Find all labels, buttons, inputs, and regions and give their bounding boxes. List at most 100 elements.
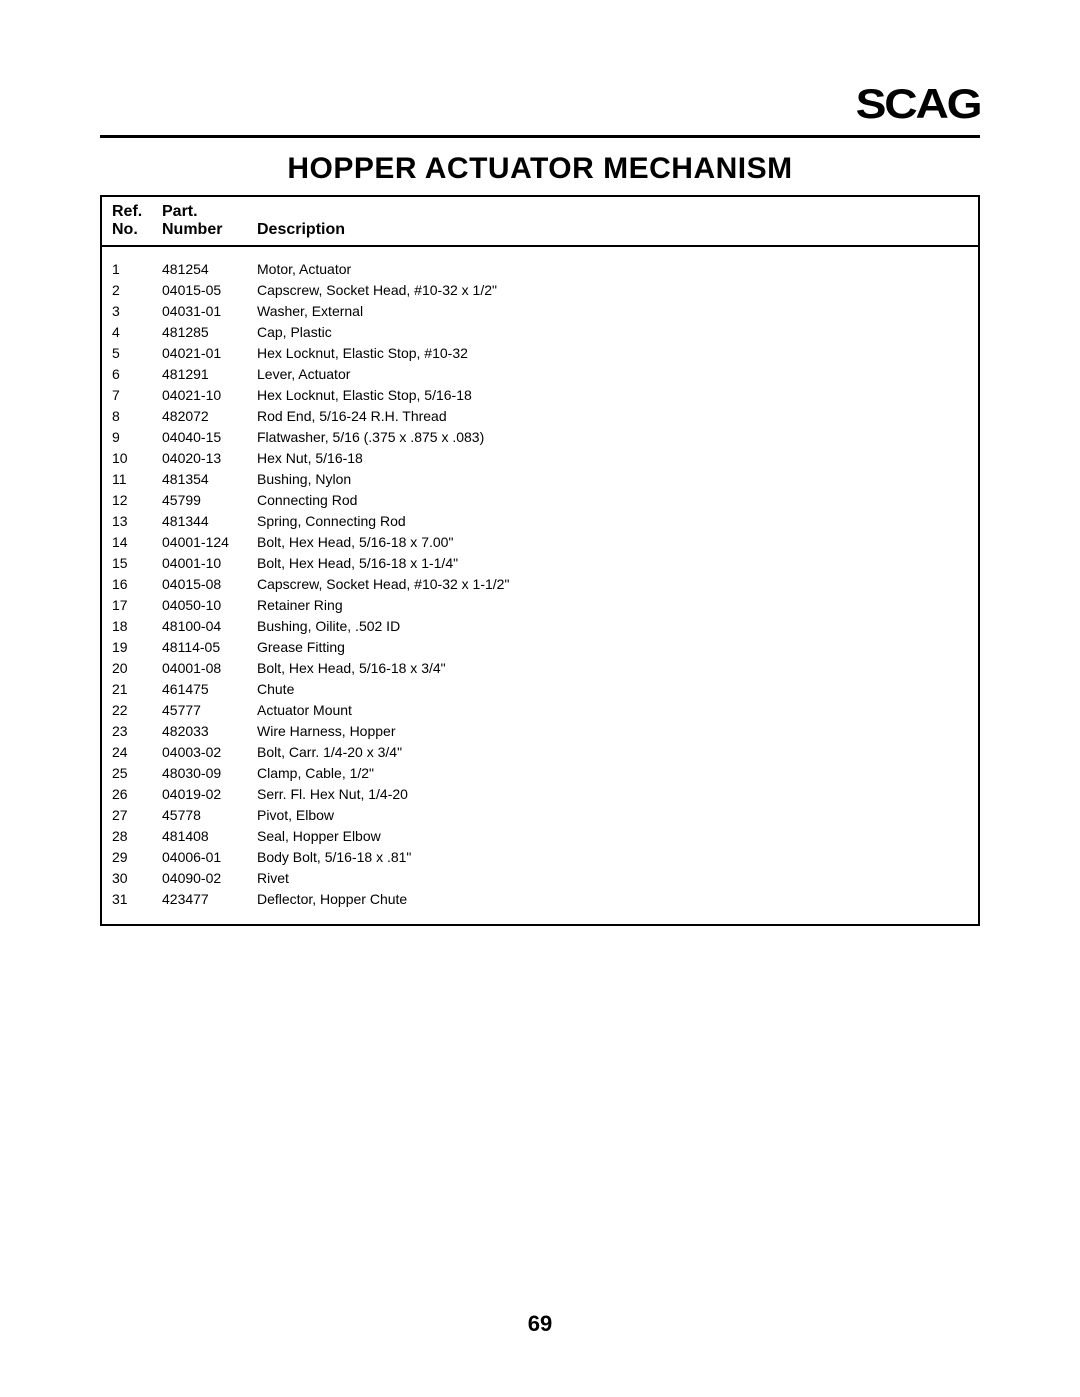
table-row: 28481408Seal, Hopper Elbow [112,826,968,847]
cell-part: 04006-01 [162,847,257,868]
col-header-part-line2: Number [162,221,257,239]
cell-desc: Pivot, Elbow [257,805,968,826]
page-number: 69 [0,1311,1080,1337]
cell-ref: 2 [112,280,162,301]
cell-ref: 28 [112,826,162,847]
cell-ref: 17 [112,595,162,616]
cell-ref: 21 [112,679,162,700]
table-row: 1704050-10Retainer Ring [112,595,968,616]
cell-part: 481285 [162,322,257,343]
page: SCAG HOPPER ACTUATOR MECHANISM Ref. No. … [0,0,1080,1397]
table-row: 204015-05Capscrew, Socket Head, #10-32 x… [112,280,968,301]
cell-desc: Serr. Fl. Hex Nut, 1/4-20 [257,784,968,805]
cell-part: 04015-08 [162,574,257,595]
cell-ref: 14 [112,532,162,553]
table-body: 1481254Motor, Actuator204015-05Capscrew,… [102,247,978,924]
cell-ref: 4 [112,322,162,343]
cell-desc: Wire Harness, Hopper [257,721,968,742]
table-row: 1404001-124Bolt, Hex Head, 5/16-18 x 7.0… [112,532,968,553]
cell-ref: 25 [112,763,162,784]
cell-desc: Grease Fitting [257,637,968,658]
cell-desc: Bolt, Hex Head, 5/16-18 x 3/4" [257,658,968,679]
table-row: 504021-01Hex Locknut, Elastic Stop, #10-… [112,343,968,364]
table-row: 2604019-02Serr. Fl. Hex Nut, 1/4-20 [112,784,968,805]
cell-part: 481344 [162,511,257,532]
table-row: 2004001-08Bolt, Hex Head, 5/16-18 x 3/4" [112,658,968,679]
table-row: 2745778Pivot, Elbow [112,805,968,826]
table-row: 23482033Wire Harness, Hopper [112,721,968,742]
cell-part: 45777 [162,700,257,721]
cell-desc: Retainer Ring [257,595,968,616]
table-row: 1948114-05Grease Fitting [112,637,968,658]
cell-ref: 30 [112,868,162,889]
cell-part: 04019-02 [162,784,257,805]
cell-part: 482072 [162,406,257,427]
cell-part: 45778 [162,805,257,826]
cell-part: 04003-02 [162,742,257,763]
col-header-part: Part. Number [162,203,257,239]
cell-ref: 10 [112,448,162,469]
cell-ref: 22 [112,700,162,721]
cell-part: 04031-01 [162,301,257,322]
col-header-desc: Description [257,203,968,239]
col-header-desc-label: Description [257,221,345,239]
cell-ref: 9 [112,427,162,448]
cell-ref: 3 [112,301,162,322]
cell-desc: Bushing, Oilite, .502 ID [257,616,968,637]
cell-desc: Motor, Actuator [257,259,968,280]
cell-desc: Bolt, Carr. 1/4-20 x 3/4" [257,742,968,763]
table-header: Ref. No. Part. Number Description [102,197,978,247]
cell-ref: 7 [112,385,162,406]
col-header-ref-line2: No. [112,221,162,239]
cell-desc: Bolt, Hex Head, 5/16-18 x 1-1/4" [257,553,968,574]
cell-desc: Rod End, 5/16-24 R.H. Thread [257,406,968,427]
cell-part: 04001-10 [162,553,257,574]
page-title: HOPPER ACTUATOR MECHANISM [0,152,1080,186]
cell-desc: Lever, Actuator [257,364,968,385]
table-row: 1604015-08Capscrew, Socket Head, #10-32 … [112,574,968,595]
cell-ref: 31 [112,889,162,910]
brand-logo: SCAG [855,80,980,128]
table-row: 13481344Spring, Connecting Rod [112,511,968,532]
table-row: 4481285Cap, Plastic [112,322,968,343]
cell-ref: 11 [112,469,162,490]
cell-ref: 27 [112,805,162,826]
table-row: 2904006-01Body Bolt, 5/16-18 x .81" [112,847,968,868]
table-row: 304031-01Washer, External [112,301,968,322]
cell-desc: Bushing, Nylon [257,469,968,490]
table-row: 31423477Deflector, Hopper Chute [112,889,968,910]
table-row: 704021-10Hex Locknut, Elastic Stop, 5/16… [112,385,968,406]
cell-part: 04001-08 [162,658,257,679]
header-rule [100,135,980,138]
col-header-ref-line1: Ref. [112,203,162,221]
cell-part: 48030-09 [162,763,257,784]
cell-desc: Bolt, Hex Head, 5/16-18 x 7.00" [257,532,968,553]
cell-desc: Hex Locknut, Elastic Stop, 5/16-18 [257,385,968,406]
cell-desc: Seal, Hopper Elbow [257,826,968,847]
table-row: 2548030-09Clamp, Cable, 1/2" [112,763,968,784]
table-row: 1004020-13Hex Nut, 5/16-18 [112,448,968,469]
table-row: 1481254Motor, Actuator [112,259,968,280]
table-row: 1245799Connecting Rod [112,490,968,511]
cell-desc: Clamp, Cable, 1/2" [257,763,968,784]
cell-part: 481291 [162,364,257,385]
cell-ref: 23 [112,721,162,742]
cell-part: 45799 [162,490,257,511]
cell-part: 481354 [162,469,257,490]
cell-desc: Actuator Mount [257,700,968,721]
table-row: 11481354Bushing, Nylon [112,469,968,490]
col-header-ref: Ref. No. [112,203,162,239]
cell-part: 481254 [162,259,257,280]
cell-part: 461475 [162,679,257,700]
cell-ref: 8 [112,406,162,427]
cell-part: 04040-15 [162,427,257,448]
cell-part: 04001-124 [162,532,257,553]
cell-ref: 18 [112,616,162,637]
table-row: 8482072Rod End, 5/16-24 R.H. Thread [112,406,968,427]
cell-ref: 29 [112,847,162,868]
table-row: 21461475Chute [112,679,968,700]
cell-desc: Rivet [257,868,968,889]
cell-ref: 1 [112,259,162,280]
cell-desc: Washer, External [257,301,968,322]
cell-desc: Chute [257,679,968,700]
